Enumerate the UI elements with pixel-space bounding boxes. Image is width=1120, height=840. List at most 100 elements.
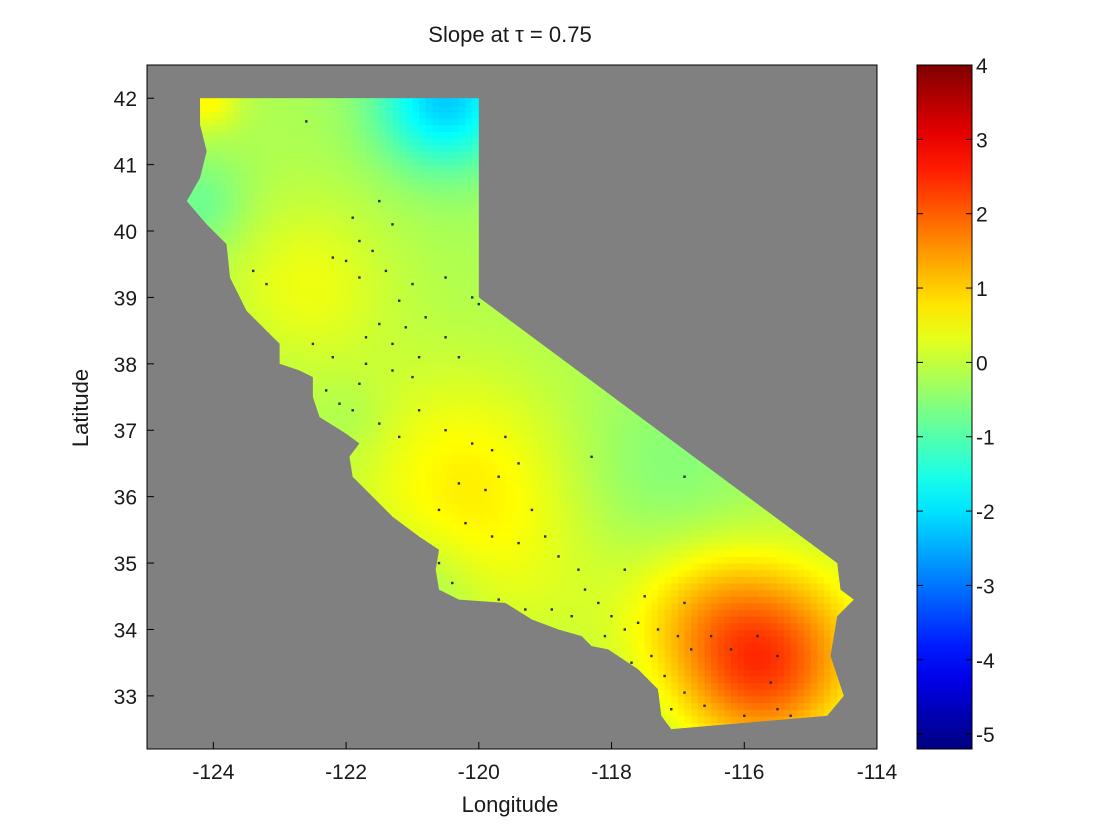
heatmap-cell	[299, 138, 307, 146]
heatmap-cell	[432, 257, 440, 265]
heatmap-cell	[226, 164, 234, 172]
heatmap-cell	[439, 184, 447, 192]
heatmap-cell	[312, 350, 321, 358]
heatmap-cell	[465, 164, 473, 172]
heatmap-cell	[246, 164, 254, 172]
heatmap-cell	[379, 377, 387, 385]
heatmap-cell	[412, 343, 420, 352]
heatmap-cell	[412, 403, 420, 411]
heatmap-cell	[458, 250, 467, 259]
heatmap-cell	[425, 516, 433, 524]
heatmap-cell	[220, 98, 228, 99]
heatmap-cell	[478, 436, 486, 445]
heatmap-cell	[286, 118, 294, 126]
heatmap-cell	[379, 290, 387, 298]
heatmap-cell	[472, 204, 480, 212]
heatmap-cell	[339, 297, 347, 305]
heatmap-cell	[253, 177, 261, 186]
heatmap-cell	[379, 250, 387, 259]
heatmap-cell	[419, 264, 427, 272]
heatmap-cell	[399, 191, 407, 199]
heatmap-cell	[359, 337, 367, 345]
heatmap-cell	[458, 98, 467, 99]
heatmap-cell	[445, 304, 453, 312]
heatmap-cell	[233, 211, 241, 219]
heatmap-cell	[399, 138, 407, 146]
heatmap-cell	[339, 357, 347, 365]
heatmap-cell	[385, 171, 394, 179]
heatmap-cell	[379, 317, 387, 325]
heatmap-cell	[239, 104, 248, 112]
heatmap-cell	[259, 270, 267, 279]
heatmap-cell	[458, 476, 467, 484]
heatmap-cell	[498, 496, 506, 504]
heatmap-cell	[352, 456, 360, 464]
heatmap-cell	[379, 363, 387, 371]
heatmap-cell	[326, 270, 334, 279]
heatmap-cell	[339, 144, 347, 152]
heatmap-cell	[405, 118, 413, 126]
heatmap-cell	[259, 277, 267, 285]
heatmap-cell	[392, 390, 400, 398]
heatmap-cell	[412, 204, 420, 212]
heatmap-cell	[226, 231, 234, 239]
heatmap-cell	[286, 217, 294, 225]
heatmap-cell	[385, 158, 394, 166]
heatmap-cell	[246, 297, 254, 305]
heatmap-cell	[385, 410, 394, 418]
heatmap-cell	[352, 476, 360, 484]
heatmap-cell	[392, 509, 400, 518]
heatmap-cell	[200, 164, 208, 172]
heatmap-cell	[439, 569, 447, 577]
heatmap-cell	[498, 503, 506, 511]
heatmap-cell	[312, 250, 321, 259]
heatmap-cell	[465, 589, 473, 597]
heatmap-cell	[445, 390, 453, 398]
heatmap-cell	[439, 390, 447, 398]
heatmap-cell	[372, 423, 380, 431]
heatmap-cell	[253, 277, 261, 285]
heatmap-cell	[385, 397, 394, 405]
heatmap-cell	[452, 330, 460, 338]
heatmap-cell	[326, 244, 334, 252]
heatmap-cell	[366, 138, 374, 146]
heatmap-cell	[352, 224, 360, 232]
heatmap-cell	[452, 111, 460, 119]
heatmap-cell	[445, 257, 453, 265]
heatmap-cell	[299, 118, 307, 126]
heatmap-cell	[326, 403, 334, 411]
heatmap-cell	[445, 430, 453, 438]
heatmap-cell	[339, 138, 347, 146]
heatmap-cell	[472, 138, 480, 146]
heatmap-cell	[233, 131, 241, 139]
heatmap-cell	[293, 104, 301, 112]
heatmap-cell	[312, 383, 321, 391]
heatmap-cell	[399, 98, 407, 99]
heatmap-cell	[379, 158, 387, 166]
heatmap-cell	[485, 337, 493, 345]
heatmap-cell	[419, 250, 427, 259]
heatmap-cell	[233, 264, 241, 272]
heatmap-cell	[279, 197, 287, 205]
heatmap-cell	[432, 211, 440, 219]
heatmap-cell	[432, 343, 440, 352]
heatmap-cell	[299, 164, 307, 172]
heatmap-cell	[226, 224, 234, 232]
heatmap-cell	[458, 304, 467, 312]
heatmap-cell	[200, 191, 208, 199]
heatmap-cell	[392, 403, 400, 411]
heatmap-cell	[326, 277, 334, 285]
heatmap-cell	[485, 450, 493, 458]
heatmap-cell	[372, 436, 380, 445]
heatmap-cell	[352, 231, 360, 239]
heatmap-cell	[326, 98, 334, 99]
heatmap-cell	[352, 211, 360, 219]
heatmap-cell	[293, 131, 301, 139]
heatmap-cell	[346, 237, 354, 245]
heatmap-cell	[478, 417, 486, 425]
heatmap-cell	[485, 390, 493, 398]
heatmap-cell	[492, 516, 500, 524]
heatmap-cell	[392, 397, 400, 405]
heatmap-cell	[452, 290, 460, 298]
heatmap-cell	[458, 523, 467, 531]
